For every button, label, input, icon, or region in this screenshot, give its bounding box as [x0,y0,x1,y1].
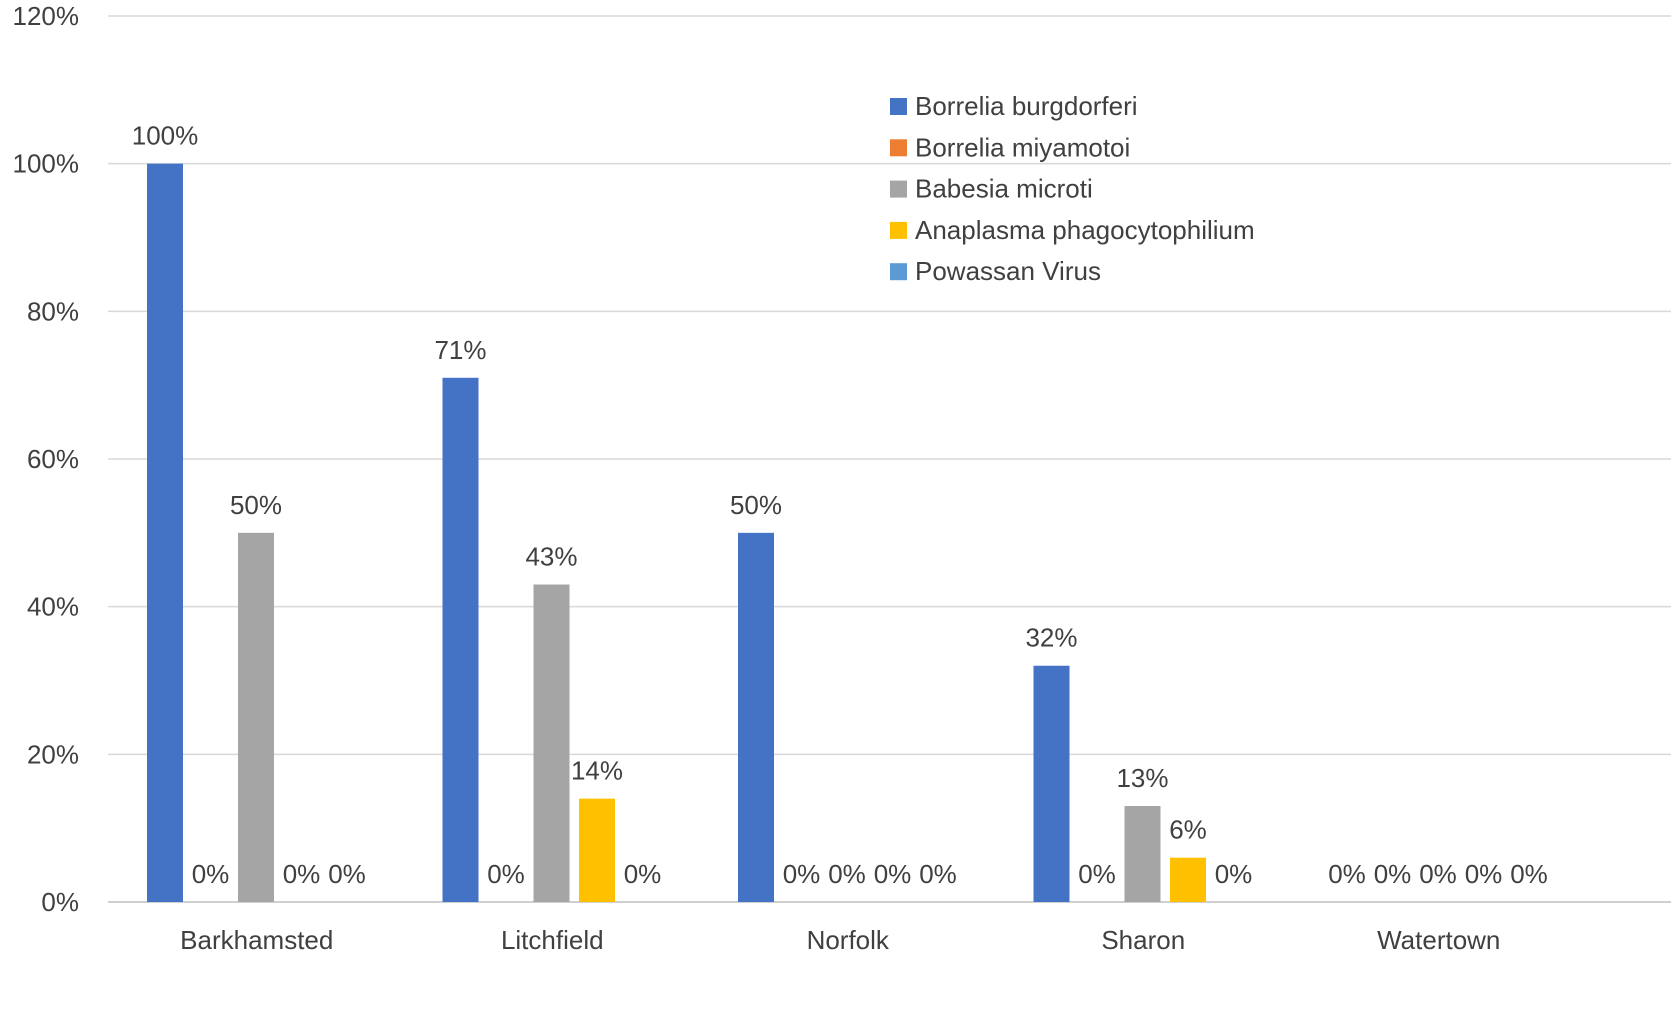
y-tick-label: 0% [41,887,79,917]
data-label: 13% [1116,763,1168,793]
data-label: 0% [874,859,912,889]
y-tick-label: 80% [27,296,79,326]
y-tick-label: 60% [27,444,79,474]
legend-swatch [890,263,907,281]
data-label: 0% [1328,859,1366,889]
y-tick-label: 100% [13,149,80,179]
data-label: 0% [1510,859,1548,889]
legend-swatch [890,139,907,157]
legend-swatch [890,221,907,239]
data-label: 0% [624,859,662,889]
data-label: 0% [1419,859,1457,889]
data-label: 14% [571,756,623,786]
category-label: Sharon [1101,925,1185,955]
bar [1033,665,1070,902]
data-label: 0% [1465,859,1503,889]
gridlines [108,15,1671,903]
data-label: 100% [132,121,199,151]
data-label: 50% [730,490,782,520]
data-label: 6% [1169,815,1207,845]
data-label: 0% [1374,859,1412,889]
bar [442,377,479,902]
data-label: 0% [1215,859,1253,889]
bar [738,532,774,902]
category-label: Watertown [1377,925,1500,955]
legend-label: Borrelia miyamotoi [915,132,1130,162]
data-label: 43% [525,542,577,572]
data-labels: 100%0%50%0% 0%71%0%43%14%0%50%0% 0% 0% 0%32%… [132,121,1548,889]
legend-swatch [890,98,907,115]
legend-label: Anaplasma phagocytophilium [915,215,1255,245]
data-label: 0% [487,859,525,889]
data-label: 71% [434,335,486,365]
data-label: 0% [283,859,321,889]
bar [1170,857,1206,902]
category-label: Norfolk [807,925,890,955]
data-label: 0% [783,859,821,889]
data-label: 0% [328,859,366,889]
legend-label: Babesia microti [915,174,1093,204]
data-label: 0% [919,859,957,889]
bar [579,798,615,902]
data-label: 0% [1078,859,1116,889]
bar [238,532,274,902]
data-label: 50% [230,490,282,520]
legend-swatch [890,180,907,198]
category-label: Litchfield [501,925,604,955]
x-axis-category-labels: Barkhamsted Litchfield Norfolk Sharon Watert… [180,925,1500,955]
y-tick-label: 120% [13,1,80,31]
y-axis-tick-labels: 0% 20% 40% 60% 80% 100% 120% [13,1,80,917]
y-tick-label: 40% [27,592,79,622]
bar [533,584,570,902]
data-label: 0% [192,859,230,889]
bars [147,163,1206,902]
data-label: 0% [828,859,866,889]
category-label: Barkhamsted [180,925,333,955]
y-tick-label: 20% [27,739,79,769]
data-label: 32% [1025,623,1077,653]
bar [147,163,183,902]
legend-label: Powassan Virus [915,256,1101,286]
bar [1124,806,1161,902]
legend-label: Borrelia burgdorferi [915,91,1138,121]
legend: Borrelia burgdorferi Borrelia miyamotoi Ba… [890,91,1255,286]
